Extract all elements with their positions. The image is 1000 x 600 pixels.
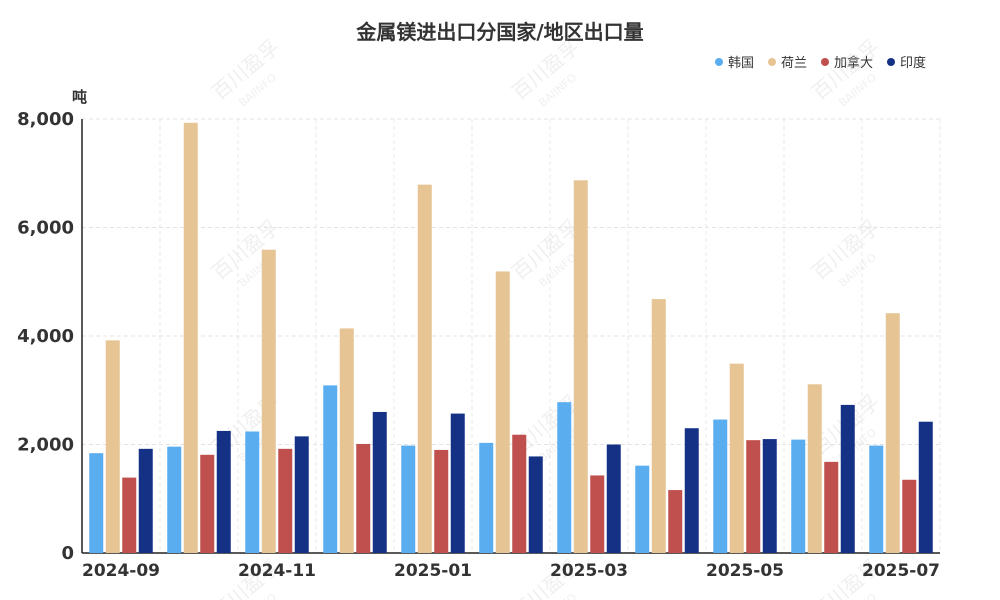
bar-2024-11-加拿大 — [278, 448, 293, 553]
bar-2025-06-荷兰 — [807, 384, 822, 553]
bar-2025-03-韩国 — [557, 402, 572, 553]
y-tick-label: 6,000 — [17, 218, 74, 239]
bar-2025-04-荷兰 — [651, 299, 666, 553]
bar-2024-12-荷兰 — [339, 328, 354, 553]
bar-2025-04-印度 — [684, 428, 699, 553]
bar-2024-12-加拿大 — [356, 443, 371, 553]
bar-2024-10-印度 — [216, 430, 231, 553]
legend-swatch-netherlands — [767, 57, 776, 66]
legend-label-korea: 韩国 — [727, 56, 754, 71]
bar-2024-09-印度 — [138, 448, 153, 553]
bar-2024-10-荷兰 — [183, 122, 198, 554]
legend-swatch-india — [886, 57, 895, 66]
bar-2024-10-韩国 — [167, 446, 182, 553]
bar-2024-11-荷兰 — [261, 249, 276, 553]
legend-item-canada[interactable]: 加拿大 — [820, 52, 873, 71]
bar-2025-03-荷兰 — [573, 180, 588, 554]
bar-2025-05-韩国 — [713, 419, 728, 553]
bar-2025-03-印度 — [606, 444, 621, 553]
bar-2024-09-韩国 — [89, 453, 104, 553]
chart-title: 金属镁进出口分国家/地区出口量 — [356, 20, 644, 44]
bar-2025-05-印度 — [762, 439, 777, 553]
x-tick-label: 2025-03 — [550, 561, 628, 581]
bar-2025-06-印度 — [840, 404, 855, 553]
bar-2024-12-韩国 — [323, 385, 338, 553]
bar-2025-04-加拿大 — [668, 490, 683, 553]
bar-2024-09-加拿大 — [122, 477, 137, 553]
bar-2025-04-韩国 — [635, 465, 650, 553]
bar-2025-01-印度 — [450, 413, 465, 553]
bar-2025-05-荷兰 — [729, 363, 744, 553]
legend-swatch-korea — [714, 57, 723, 66]
bar-2024-09-荷兰 — [105, 340, 120, 553]
bar-2025-02-加拿大 — [512, 434, 527, 553]
bar-2025-06-韩国 — [791, 439, 806, 553]
x-tick-label: 2025-01 — [394, 561, 472, 581]
y-tick-label: 2,000 — [17, 435, 74, 456]
legend: 韩国 荷兰 加拿大 印度 — [714, 52, 926, 71]
bar-2025-06-加拿大 — [824, 461, 839, 553]
legend-swatch-canada — [820, 57, 829, 66]
bar-2024-12-印度 — [372, 411, 387, 553]
bar-2025-07-韩国 — [869, 445, 884, 553]
x-tick-label: 2025-05 — [706, 561, 784, 581]
x-tick-label: 2024-11 — [238, 561, 316, 581]
bar-2025-02-韩国 — [479, 442, 494, 553]
legend-label-india: 印度 — [899, 56, 926, 71]
y-axis-label: 吨 — [72, 88, 88, 106]
y-tick-label: 8,000 — [17, 109, 74, 130]
legend-label-canada: 加拿大 — [833, 56, 873, 71]
bar-2025-05-加拿大 — [746, 440, 761, 553]
legend-item-india[interactable]: 印度 — [886, 52, 926, 71]
bar-2025-01-韩国 — [401, 445, 416, 553]
bar-2025-01-荷兰 — [417, 184, 432, 553]
y-tick-label: 4,000 — [17, 326, 74, 347]
legend-item-netherlands[interactable]: 荷兰 — [767, 52, 807, 71]
bar-2024-11-韩国 — [245, 431, 260, 553]
y-tick-label: 0 — [61, 543, 74, 564]
x-tick-label: 2025-07 — [862, 561, 940, 581]
bar-2025-07-印度 — [918, 421, 933, 553]
bar-2024-11-印度 — [294, 436, 309, 553]
bar-2025-02-印度 — [528, 456, 543, 553]
legend-label-netherlands: 荷兰 — [780, 56, 807, 71]
bar-2024-10-加拿大 — [200, 454, 215, 553]
bar-2025-01-加拿大 — [434, 449, 449, 553]
bar-2025-03-加拿大 — [590, 475, 605, 553]
bar-2025-02-荷兰 — [495, 271, 510, 553]
bar-2025-07-加拿大 — [902, 479, 917, 553]
x-tick-label: 2024-09 — [82, 561, 160, 581]
legend-item-korea[interactable]: 韩国 — [714, 52, 754, 71]
bar-2025-07-荷兰 — [885, 313, 900, 553]
